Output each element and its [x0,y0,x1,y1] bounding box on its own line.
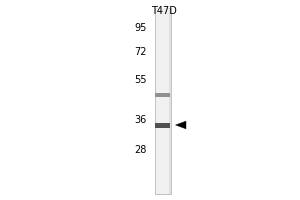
Bar [155,93,170,97]
Text: 72: 72 [134,47,147,57]
Text: T47D: T47D [151,6,176,16]
Bar [155,122,170,128]
Bar [154,8,171,194]
Text: 95: 95 [135,23,147,33]
Text: 36: 36 [135,115,147,125]
Polygon shape [176,121,186,129]
Text: 55: 55 [134,75,147,85]
Bar [156,8,169,194]
Text: 28: 28 [135,145,147,155]
